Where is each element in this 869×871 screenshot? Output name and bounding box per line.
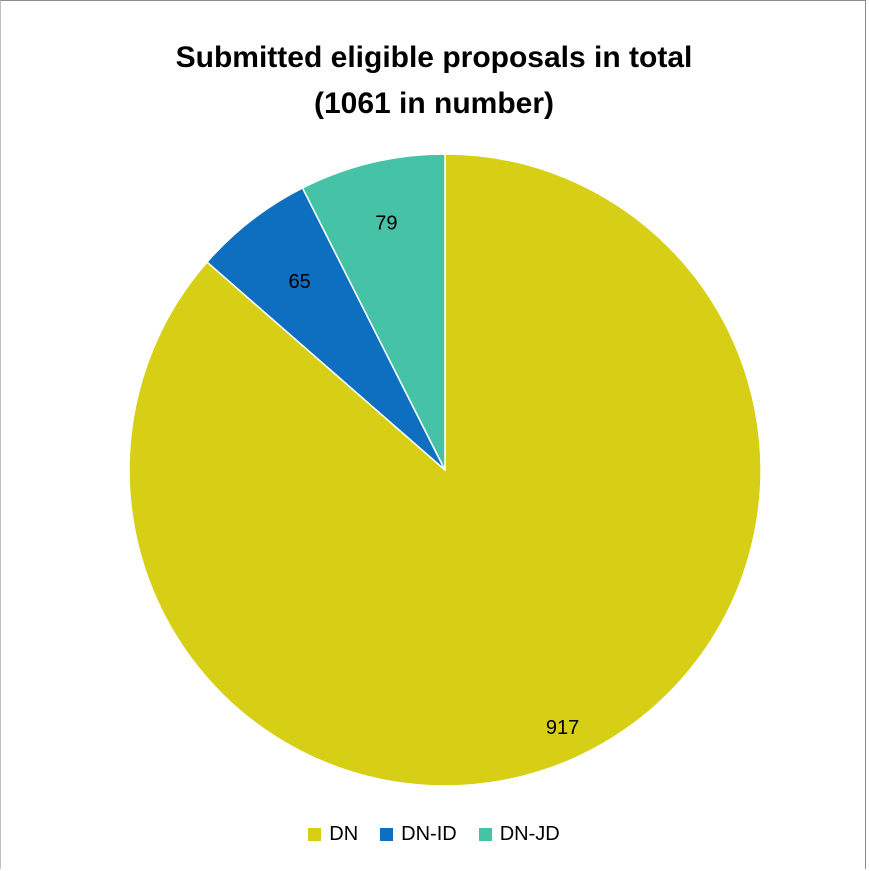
legend-label-dn-jd: DN-JD [500,823,560,846]
legend-swatch-dn-id [380,828,393,841]
legend-swatch-dn-jd [479,828,492,841]
legend-label-dn: DN [329,823,358,846]
data-label-dn-id: 65 [289,271,311,293]
legend-label-dn-id: DN-ID [401,823,457,846]
data-label-dn-jd: 79 [375,212,397,234]
legend-swatch-dn [308,828,321,841]
legend-item-dn: DN [308,823,358,846]
legend-item-dn-jd: DN-JD [479,823,560,846]
legend-item-dn-id: DN-ID [380,823,457,846]
legend: DN DN-ID DN-JD [1,823,867,846]
data-label-dn: 917 [546,717,579,739]
